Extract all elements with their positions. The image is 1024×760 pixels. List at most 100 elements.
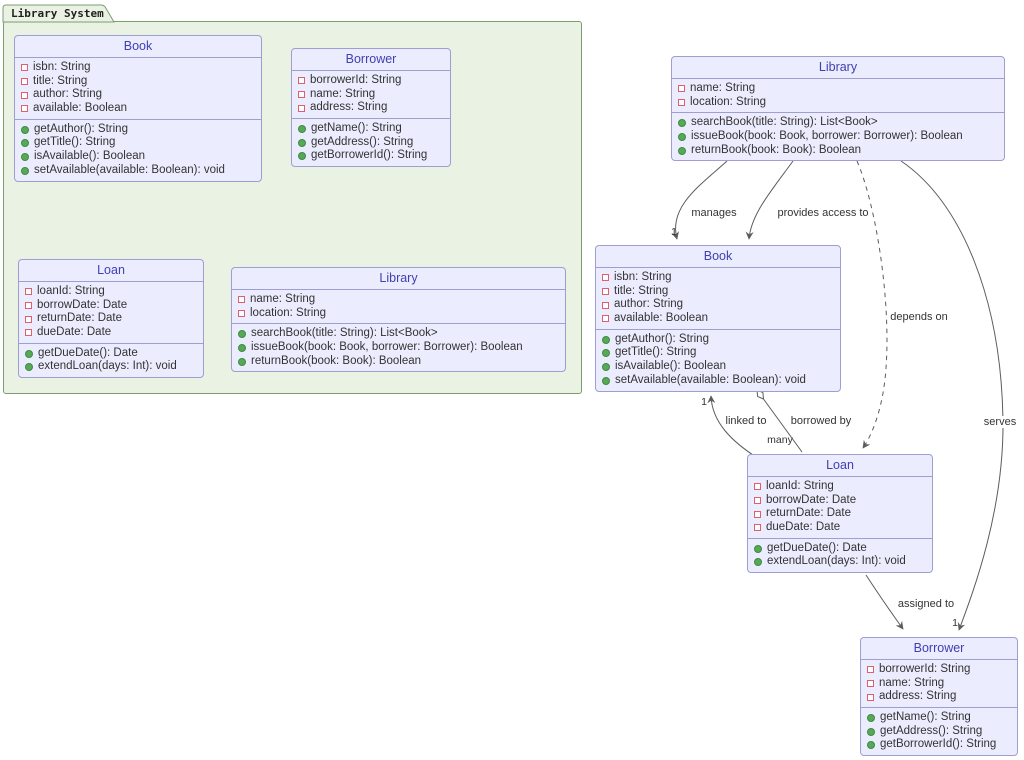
method-row: extendLoan(days: Int): void: [754, 555, 926, 569]
public-method-icon: [602, 349, 610, 358]
attribute-text: title: String: [614, 284, 669, 297]
class-book-left: Book isbn: String title: String author: …: [14, 35, 262, 182]
attribute-text: borrowDate: Date: [766, 493, 857, 506]
attribute-row: title: String: [21, 75, 255, 89]
method-text: returnBook(book: Book): Boolean: [251, 354, 422, 367]
attribute-text: name: String: [250, 293, 316, 305]
attribute-row: isbn: String: [21, 61, 255, 75]
attribute-text: location: String: [690, 95, 767, 108]
public-method-icon: [25, 349, 33, 358]
private-field-icon: [754, 510, 761, 518]
attribute-text: dueDate: Date: [37, 326, 112, 339]
attribute-text: loanId: String: [37, 285, 105, 297]
private-field-icon: [238, 310, 245, 318]
attribute-text: address: String: [310, 101, 388, 114]
method-row: getBorrowerId(): String: [867, 738, 1011, 752]
attribute-row: returnDate: Date: [754, 507, 926, 521]
package-tab: [2, 4, 115, 23]
private-field-icon: [754, 497, 761, 505]
private-field-icon: [21, 91, 28, 99]
methods-section: getDueDate(): Date extendLoan(days: Int)…: [19, 342, 203, 377]
attribute-text: name: String: [690, 82, 756, 94]
class-title: Library: [232, 268, 565, 290]
public-method-icon: [754, 544, 762, 553]
private-field-icon: [25, 329, 32, 337]
methods-section: getDueDate(): Date extendLoan(days: Int)…: [748, 537, 932, 572]
public-method-icon: [602, 335, 610, 344]
method-text: searchBook(title: String): List<Book>: [251, 327, 438, 340]
multiplicity-linked-to-loan: many: [767, 434, 793, 446]
method-text: getBorrowerId(): String: [311, 149, 428, 162]
method-row: getDueDate(): Date: [754, 542, 926, 556]
attribute-row: isbn: String: [602, 271, 834, 285]
method-row: isAvailable(): Boolean: [21, 150, 255, 164]
methods-section: getAuthor(): String getTitle(): String i…: [596, 328, 840, 391]
public-method-icon: [867, 741, 875, 750]
method-text: getTitle(): String: [34, 136, 116, 149]
public-method-icon: [298, 152, 306, 161]
attribute-row: address: String: [298, 101, 444, 115]
attribute-row: name: String: [298, 88, 444, 102]
method-row: isAvailable(): Boolean: [602, 360, 834, 374]
multiplicity-linked-to-book: 1: [701, 396, 707, 408]
edge-label-serves: serves: [981, 416, 1019, 428]
method-text: isAvailable(): Boolean: [615, 360, 727, 373]
private-field-icon: [25, 315, 32, 323]
attribute-row: borrowDate: Date: [754, 494, 926, 508]
method-row: getAddress(): String: [867, 725, 1011, 739]
method-text: setAvailable(available: Boolean): void: [615, 373, 806, 386]
attribute-text: borrowerId: String: [310, 74, 402, 86]
attribute-text: returnDate: Date: [766, 507, 852, 520]
attribute-row: location: String: [238, 307, 559, 321]
public-method-icon: [867, 713, 875, 722]
class-borrower-right: Borrower borrowerId: String name: String…: [860, 637, 1018, 757]
public-method-icon: [238, 343, 246, 352]
attribute-row: returnDate: Date: [25, 312, 197, 326]
methods-section: getName(): String getAddress(): String g…: [292, 118, 450, 166]
attribute-row: available: Boolean: [21, 102, 255, 116]
method-text: getTitle(): String: [615, 346, 697, 359]
method-row: returnBook(book: Book): Boolean: [678, 144, 998, 158]
attribute-text: available: Boolean: [33, 102, 127, 115]
attribute-row: dueDate: Date: [754, 521, 926, 535]
private-field-icon: [21, 78, 28, 86]
method-text: searchBook(title: String): List<Book>: [691, 116, 878, 129]
attribute-text: borrowerId: String: [879, 663, 971, 675]
attribute-text: borrowDate: Date: [37, 298, 128, 311]
attributes-section: loanId: String borrowDate: Date returnDa…: [748, 477, 932, 538]
attribute-row: title: String: [602, 285, 834, 299]
private-field-icon: [678, 99, 685, 107]
public-method-icon: [21, 166, 29, 175]
private-field-icon: [754, 524, 761, 532]
attribute-text: author: String: [33, 88, 103, 101]
public-method-icon: [678, 146, 686, 155]
methods-section: searchBook(title: String): List<Book> is…: [232, 323, 565, 371]
method-row: getName(): String: [298, 122, 444, 136]
public-method-icon: [21, 139, 29, 148]
class-loan-left: Loan loanId: String borrowDate: Date ret…: [18, 259, 204, 379]
attribute-text: title: String: [33, 74, 88, 87]
attribute-row: author: String: [602, 298, 834, 312]
method-text: getAddress(): String: [311, 135, 414, 148]
private-field-icon: [867, 680, 874, 688]
private-field-icon: [21, 64, 28, 72]
method-row: getAddress(): String: [298, 136, 444, 150]
method-row: getTitle(): String: [21, 136, 255, 150]
attributes-section: loanId: String borrowDate: Date returnDa…: [19, 282, 203, 343]
private-field-icon: [754, 483, 761, 491]
attribute-row: borrowDate: Date: [25, 299, 197, 313]
private-field-icon: [298, 91, 305, 99]
attribute-row: loanId: String: [25, 285, 197, 299]
attribute-row: name: String: [678, 82, 998, 96]
method-row: setAvailable(available: Boolean): void: [602, 374, 834, 388]
attribute-text: name: String: [310, 87, 376, 100]
edge-manages: [671, 160, 728, 240]
attribute-text: address: String: [879, 690, 957, 703]
method-text: getAuthor(): String: [615, 332, 709, 345]
attribute-text: isbn: String: [33, 61, 91, 73]
attributes-section: isbn: String title: String author: Strin…: [596, 268, 840, 329]
private-field-icon: [25, 288, 32, 296]
method-row: getAuthor(): String: [21, 123, 255, 137]
public-method-icon: [25, 363, 33, 372]
attribute-row: dueDate: Date: [25, 326, 197, 340]
